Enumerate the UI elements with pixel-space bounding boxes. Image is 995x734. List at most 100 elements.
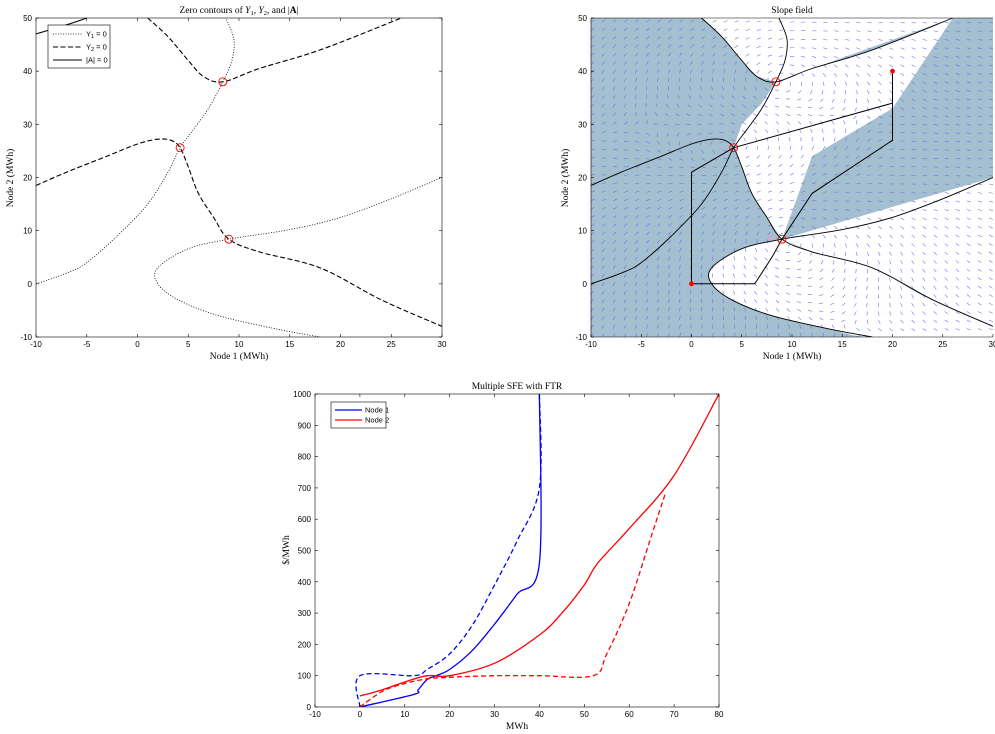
slope-arrow: [878, 234, 882, 239]
slope-arrow: [845, 47, 850, 50]
slope-arrow: [721, 95, 724, 99]
slope-arrow: [774, 267, 780, 270]
slope-arrow: [966, 294, 971, 298]
slope-arrow: [624, 174, 629, 176]
slope-arrow: [786, 308, 791, 312]
slope-arrow: [767, 199, 772, 202]
panel-b-title: Slope field: [771, 5, 813, 16]
slope-arrow: [922, 64, 927, 67]
slope-arrow: [785, 106, 791, 108]
slope-arrow: [591, 316, 594, 321]
slope-arrow: [708, 132, 713, 135]
panel-slope-field: Slope field -10 -5 0 5 10 15 20 25 30 -10 0 10 20 30 4…: [560, 5, 995, 362]
slope-arrow: [734, 190, 739, 193]
slope-arrow: [810, 251, 813, 256]
slope-arrow: [922, 319, 927, 323]
slope-arrow: [854, 319, 857, 325]
slope-arrow: [977, 98, 983, 101]
slope-arrow: [764, 266, 769, 270]
slope-arrow: [719, 122, 724, 125]
slope-arrow: [591, 165, 596, 168]
contour-line: [36, 138, 442, 327]
slope-arrow: [778, 190, 784, 193]
slope-arrow: [775, 113, 780, 117]
slope-arrow: [955, 47, 960, 50]
slope-arrow: [657, 256, 660, 261]
slope-arrow: [646, 69, 649, 74]
slope-arrow: [668, 69, 671, 74]
slope-arrow: [823, 56, 828, 59]
slope-arrow: [646, 52, 649, 57]
slope-arrow: [867, 129, 871, 134]
slope-arrow: [657, 239, 660, 244]
slope-arrow: [878, 209, 883, 212]
slope-arrow: [635, 215, 639, 219]
slope-arrow: [634, 239, 639, 244]
slope-arrow: [624, 190, 629, 193]
panel-c-plot: [355, 394, 719, 707]
slope-arrow: [900, 311, 903, 316]
panel-a-legend: Y1 = 0 Y2 = 0 |A| = 0: [47, 24, 111, 69]
slope-arrow: [911, 200, 916, 203]
slope-arrow: [634, 307, 638, 312]
slope-arrow: [723, 190, 728, 193]
slope-arrow: [801, 217, 806, 219]
region-boundary: [591, 138, 993, 327]
slope-arrow: [977, 268, 982, 272]
slope-arrow: [668, 60, 671, 65]
slope-arrow: [634, 52, 639, 57]
slope-arrow: [843, 268, 846, 274]
slope-arrow: [646, 207, 651, 210]
slope-arrow: [823, 38, 828, 41]
slope-arrow: [764, 257, 769, 261]
slope-arrow: [889, 209, 894, 212]
slope-arrow: [774, 275, 780, 278]
slope-arrow: [764, 87, 769, 91]
slope-arrow: [679, 183, 684, 185]
slope-arrow: [733, 264, 736, 270]
slope-arrow: [777, 324, 780, 329]
slope-arrow: [922, 38, 927, 41]
slope-arrow: [808, 268, 813, 272]
slope-arrow: [856, 30, 861, 32]
slope-arrow: [889, 294, 891, 299]
slope-arrow: [822, 137, 825, 142]
x-tick-label: 80: [715, 710, 724, 719]
slope-arrow: [657, 307, 659, 312]
slope-arrow: [756, 207, 761, 210]
slope-arrow: [789, 73, 794, 76]
slope-arrow: [745, 231, 749, 236]
slope-arrow: [679, 158, 684, 161]
slope-arrow: [777, 137, 780, 142]
slope-arrow: [753, 274, 758, 278]
slope-arrow: [867, 174, 872, 176]
slope-arrow: [797, 121, 802, 125]
slope-arrow: [922, 311, 926, 315]
slope-arrow: [778, 233, 783, 236]
slope-arrow: [944, 47, 949, 50]
slope-arrow: [745, 198, 750, 202]
slope-arrow: [819, 285, 824, 289]
slope-arrow: [723, 215, 728, 219]
slope-arrow: [800, 154, 804, 159]
slope-arrow: [601, 69, 605, 74]
slope-arrow: [657, 231, 661, 236]
slope-arrow: [601, 307, 605, 312]
slope-arrow: [842, 107, 846, 111]
slope-arrow: [734, 69, 737, 74]
slope-arrow: [634, 44, 639, 48]
x-tick-label: 20: [888, 340, 897, 349]
slope-arrow: [845, 209, 850, 211]
slope-arrow: [844, 137, 848, 142]
slope-arrow: [591, 324, 594, 329]
slope-arrow: [668, 207, 673, 210]
slope-arrow: [743, 256, 747, 261]
slope-arrow: [667, 94, 669, 99]
panel-a-ticks: -10 -5 0 5 10 15 20 25 30 -10 0 10 20 30 40 50: [20, 14, 447, 349]
slope-arrow: [977, 158, 983, 160]
slope-arrow: [743, 86, 747, 91]
slope-arrow: [833, 234, 837, 239]
slope-arrow: [634, 77, 638, 82]
slope-arrow: [701, 149, 704, 154]
